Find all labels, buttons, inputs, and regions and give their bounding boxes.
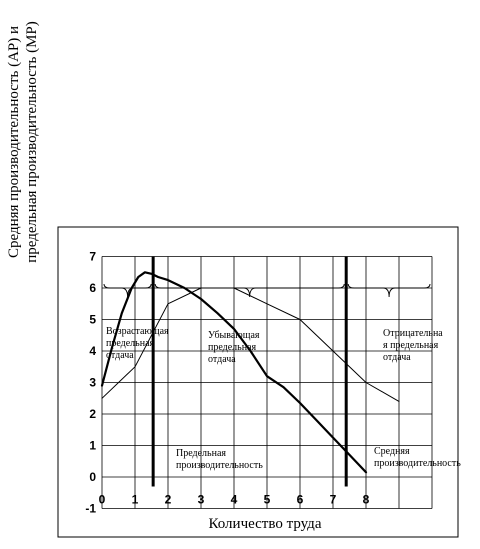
zone-brace-2 <box>347 283 431 298</box>
zone-label-decreasing-1: Убывающая <box>208 330 260 341</box>
x-tick-8: 8 <box>363 493 370 507</box>
x-tick-1: 1 <box>132 493 139 507</box>
x-tick-7: 7 <box>330 493 337 507</box>
y-axis-label-line-1: Средняя производительность (AP) и <box>6 26 22 258</box>
outer-frame <box>57 226 459 538</box>
mp-curve-label-1: Предельная <box>176 448 226 459</box>
y-tick-5: 5 <box>89 313 96 327</box>
y-tick-1: 1 <box>89 439 96 453</box>
x-tick-2: 2 <box>165 493 172 507</box>
mp-curve-label-2: производительность <box>176 460 263 471</box>
y-tick-3: 3 <box>89 376 96 390</box>
x-tick-4: 4 <box>231 493 238 507</box>
x-tick-5: 5 <box>264 493 271 507</box>
zone-brace-3 <box>103 283 152 298</box>
zone-label-negative-3: отдача <box>383 352 411 363</box>
zone-label-increasing-2: предельная <box>106 338 155 349</box>
zone-label-negative-1: Отрицательна <box>383 328 443 339</box>
zone-brace-1 <box>154 283 345 298</box>
x-tick-3: 3 <box>198 493 205 507</box>
x-tick-labels: 0 1 2 3 4 5 6 7 8 <box>99 493 370 507</box>
x-tick-6: 6 <box>297 493 304 507</box>
zone-label-increasing-3: отдача <box>106 350 134 361</box>
y-tick-labels: -1 0 1 2 3 4 5 6 7 <box>85 250 96 516</box>
y-axis-label-line-2: предельная производительность (MP) <box>24 21 40 263</box>
zone-label-negative-2: я предельная <box>383 340 439 351</box>
zone-braces <box>103 283 431 298</box>
y-tick-2: 2 <box>89 407 96 421</box>
series-layer <box>100 271 400 474</box>
y-tick-6: 6 <box>89 281 96 295</box>
grid <box>101 256 433 509</box>
x-tick-0: 0 <box>99 493 106 507</box>
series-line-mp <box>100 271 368 474</box>
y-tick-7: 7 <box>89 250 96 264</box>
zone-label-increasing-1: Возрастающая <box>106 326 169 337</box>
y-tick-4: 4 <box>89 344 96 358</box>
y-tick-0: 0 <box>89 470 96 484</box>
y-tick--1: -1 <box>85 502 96 516</box>
boundary-lines <box>151 256 348 487</box>
x-axis-label: Количество труда <box>209 516 322 532</box>
ap-curve-label-2: производительность <box>374 458 461 469</box>
zone-label-decreasing-2: предельная <box>208 342 257 353</box>
ap-curve-label-1: Средняя <box>374 446 410 457</box>
zone-label-decreasing-3: отдача <box>208 354 236 365</box>
series-line-ap <box>101 287 400 402</box>
